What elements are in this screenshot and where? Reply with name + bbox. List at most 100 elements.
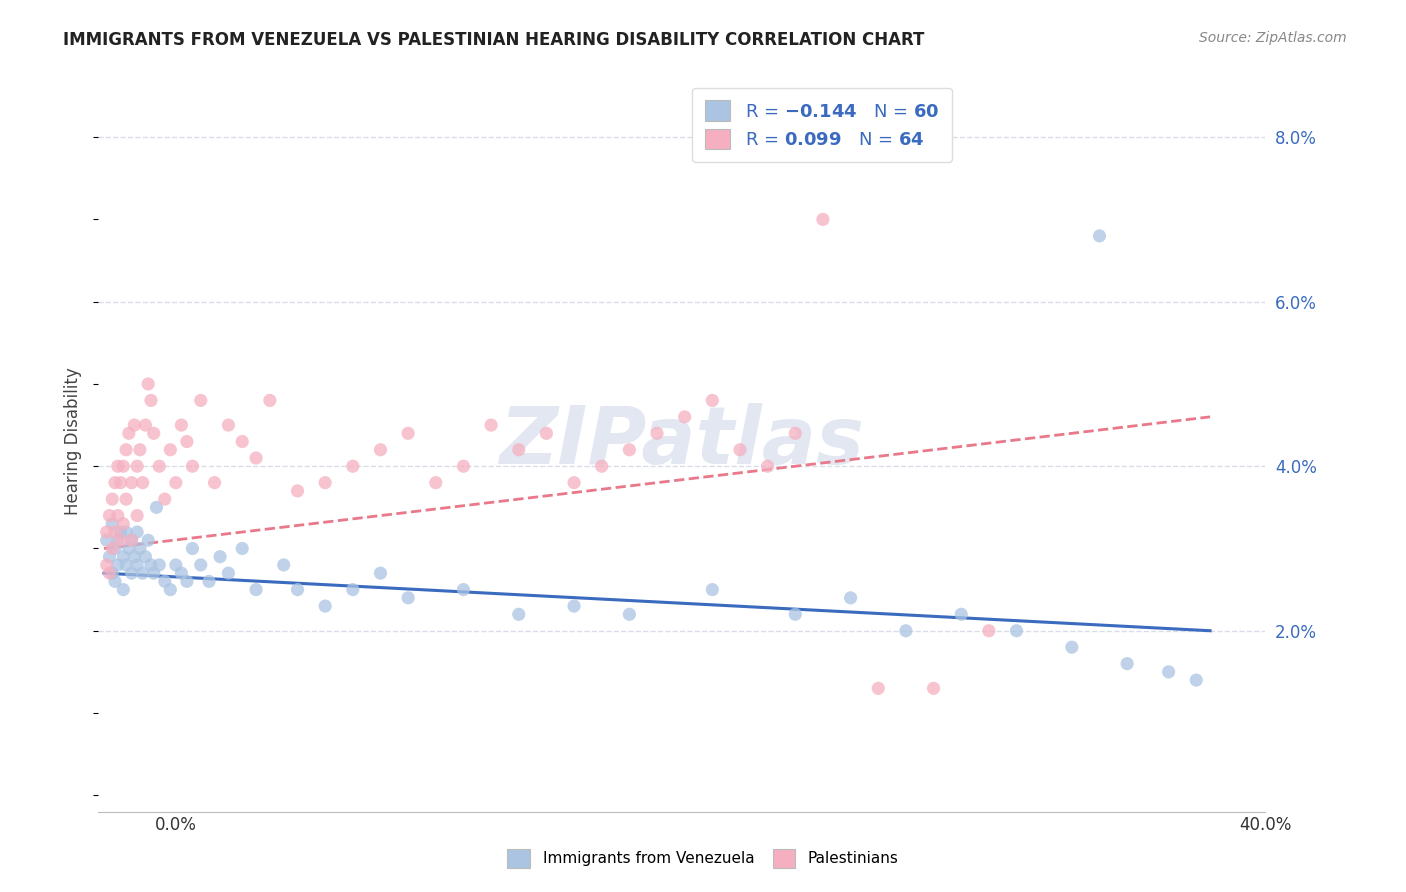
Point — [245, 582, 267, 597]
Point — [425, 475, 447, 490]
Point — [127, 524, 149, 539]
Point — [508, 442, 530, 457]
Point — [98, 549, 121, 564]
Point — [181, 541, 204, 556]
Point — [112, 516, 135, 531]
Point — [165, 475, 187, 490]
Point — [702, 582, 724, 597]
Point — [112, 582, 135, 597]
Text: Source: ZipAtlas.com: Source: ZipAtlas.com — [1199, 31, 1347, 45]
Point — [121, 566, 143, 581]
Text: 40.0%: 40.0% — [1239, 815, 1292, 833]
Point — [127, 558, 149, 572]
Point — [370, 566, 392, 581]
Point — [314, 475, 336, 490]
Point — [131, 566, 153, 581]
Point — [453, 459, 475, 474]
Point — [118, 541, 141, 556]
Point — [142, 566, 165, 581]
Point — [453, 582, 475, 597]
Point — [839, 591, 862, 605]
Point — [170, 566, 193, 581]
Point — [273, 558, 295, 572]
Point — [894, 624, 917, 638]
Point — [124, 418, 146, 433]
Point — [101, 492, 124, 507]
Point — [110, 533, 132, 548]
Point — [96, 558, 118, 572]
Point — [198, 574, 221, 589]
Point — [104, 524, 127, 539]
Point — [231, 434, 253, 449]
Point — [104, 574, 127, 589]
Point — [591, 459, 613, 474]
Point — [96, 524, 118, 539]
Legend: R = $\bf{-0.144}$   N = $\bf{60}$, R = $\bf{0.099}$   N = $\bf{64}$: R = $\bf{-0.144}$ N = $\bf{60}$, R = $\b… — [692, 87, 952, 162]
Point — [619, 607, 641, 622]
Point — [562, 475, 585, 490]
Point — [204, 475, 226, 490]
Point — [107, 533, 129, 548]
Text: IMMIGRANTS FROM VENEZUELA VS PALESTINIAN HEARING DISABILITY CORRELATION CHART: IMMIGRANTS FROM VENEZUELA VS PALESTINIAN… — [63, 31, 925, 49]
Point — [121, 475, 143, 490]
Point — [868, 681, 890, 696]
Point — [370, 442, 392, 457]
Point — [950, 607, 973, 622]
Point — [145, 500, 167, 515]
Point — [1088, 228, 1111, 243]
Point — [190, 393, 212, 408]
Point — [136, 533, 159, 548]
Point — [1005, 624, 1028, 638]
Point — [159, 442, 181, 457]
Point — [245, 450, 267, 465]
Point — [314, 599, 336, 613]
Point — [159, 582, 181, 597]
Point — [127, 459, 149, 474]
Point — [508, 607, 530, 622]
Point — [107, 459, 129, 474]
Point — [785, 607, 807, 622]
Point — [139, 558, 162, 572]
Point — [342, 459, 364, 474]
Point — [115, 492, 138, 507]
Point — [142, 426, 165, 441]
Point — [217, 566, 239, 581]
Point — [98, 508, 121, 523]
Point — [176, 434, 198, 449]
Point — [134, 418, 156, 433]
Point — [396, 591, 419, 605]
Point — [107, 508, 129, 523]
Point — [536, 426, 558, 441]
Point — [139, 393, 162, 408]
Point — [148, 558, 170, 572]
Point — [562, 599, 585, 613]
Point — [1060, 640, 1083, 655]
Point — [112, 459, 135, 474]
Point — [101, 566, 124, 581]
Point — [134, 549, 156, 564]
Point — [217, 418, 239, 433]
Point — [101, 541, 124, 556]
Point — [115, 524, 138, 539]
Point — [129, 442, 152, 457]
Point — [121, 533, 143, 548]
Point — [101, 516, 124, 531]
Point — [96, 533, 118, 548]
Point — [124, 549, 146, 564]
Point — [115, 442, 138, 457]
Point — [1116, 657, 1139, 671]
Point — [1157, 665, 1180, 679]
Point — [153, 574, 176, 589]
Point — [259, 393, 281, 408]
Point — [342, 582, 364, 597]
Point — [396, 426, 419, 441]
Point — [98, 566, 121, 581]
Point — [110, 475, 132, 490]
Text: ZIPatlas: ZIPatlas — [499, 402, 865, 481]
Point — [121, 533, 143, 548]
Point — [209, 549, 232, 564]
Point — [165, 558, 187, 572]
Point — [619, 442, 641, 457]
Point — [728, 442, 751, 457]
Point — [110, 524, 132, 539]
